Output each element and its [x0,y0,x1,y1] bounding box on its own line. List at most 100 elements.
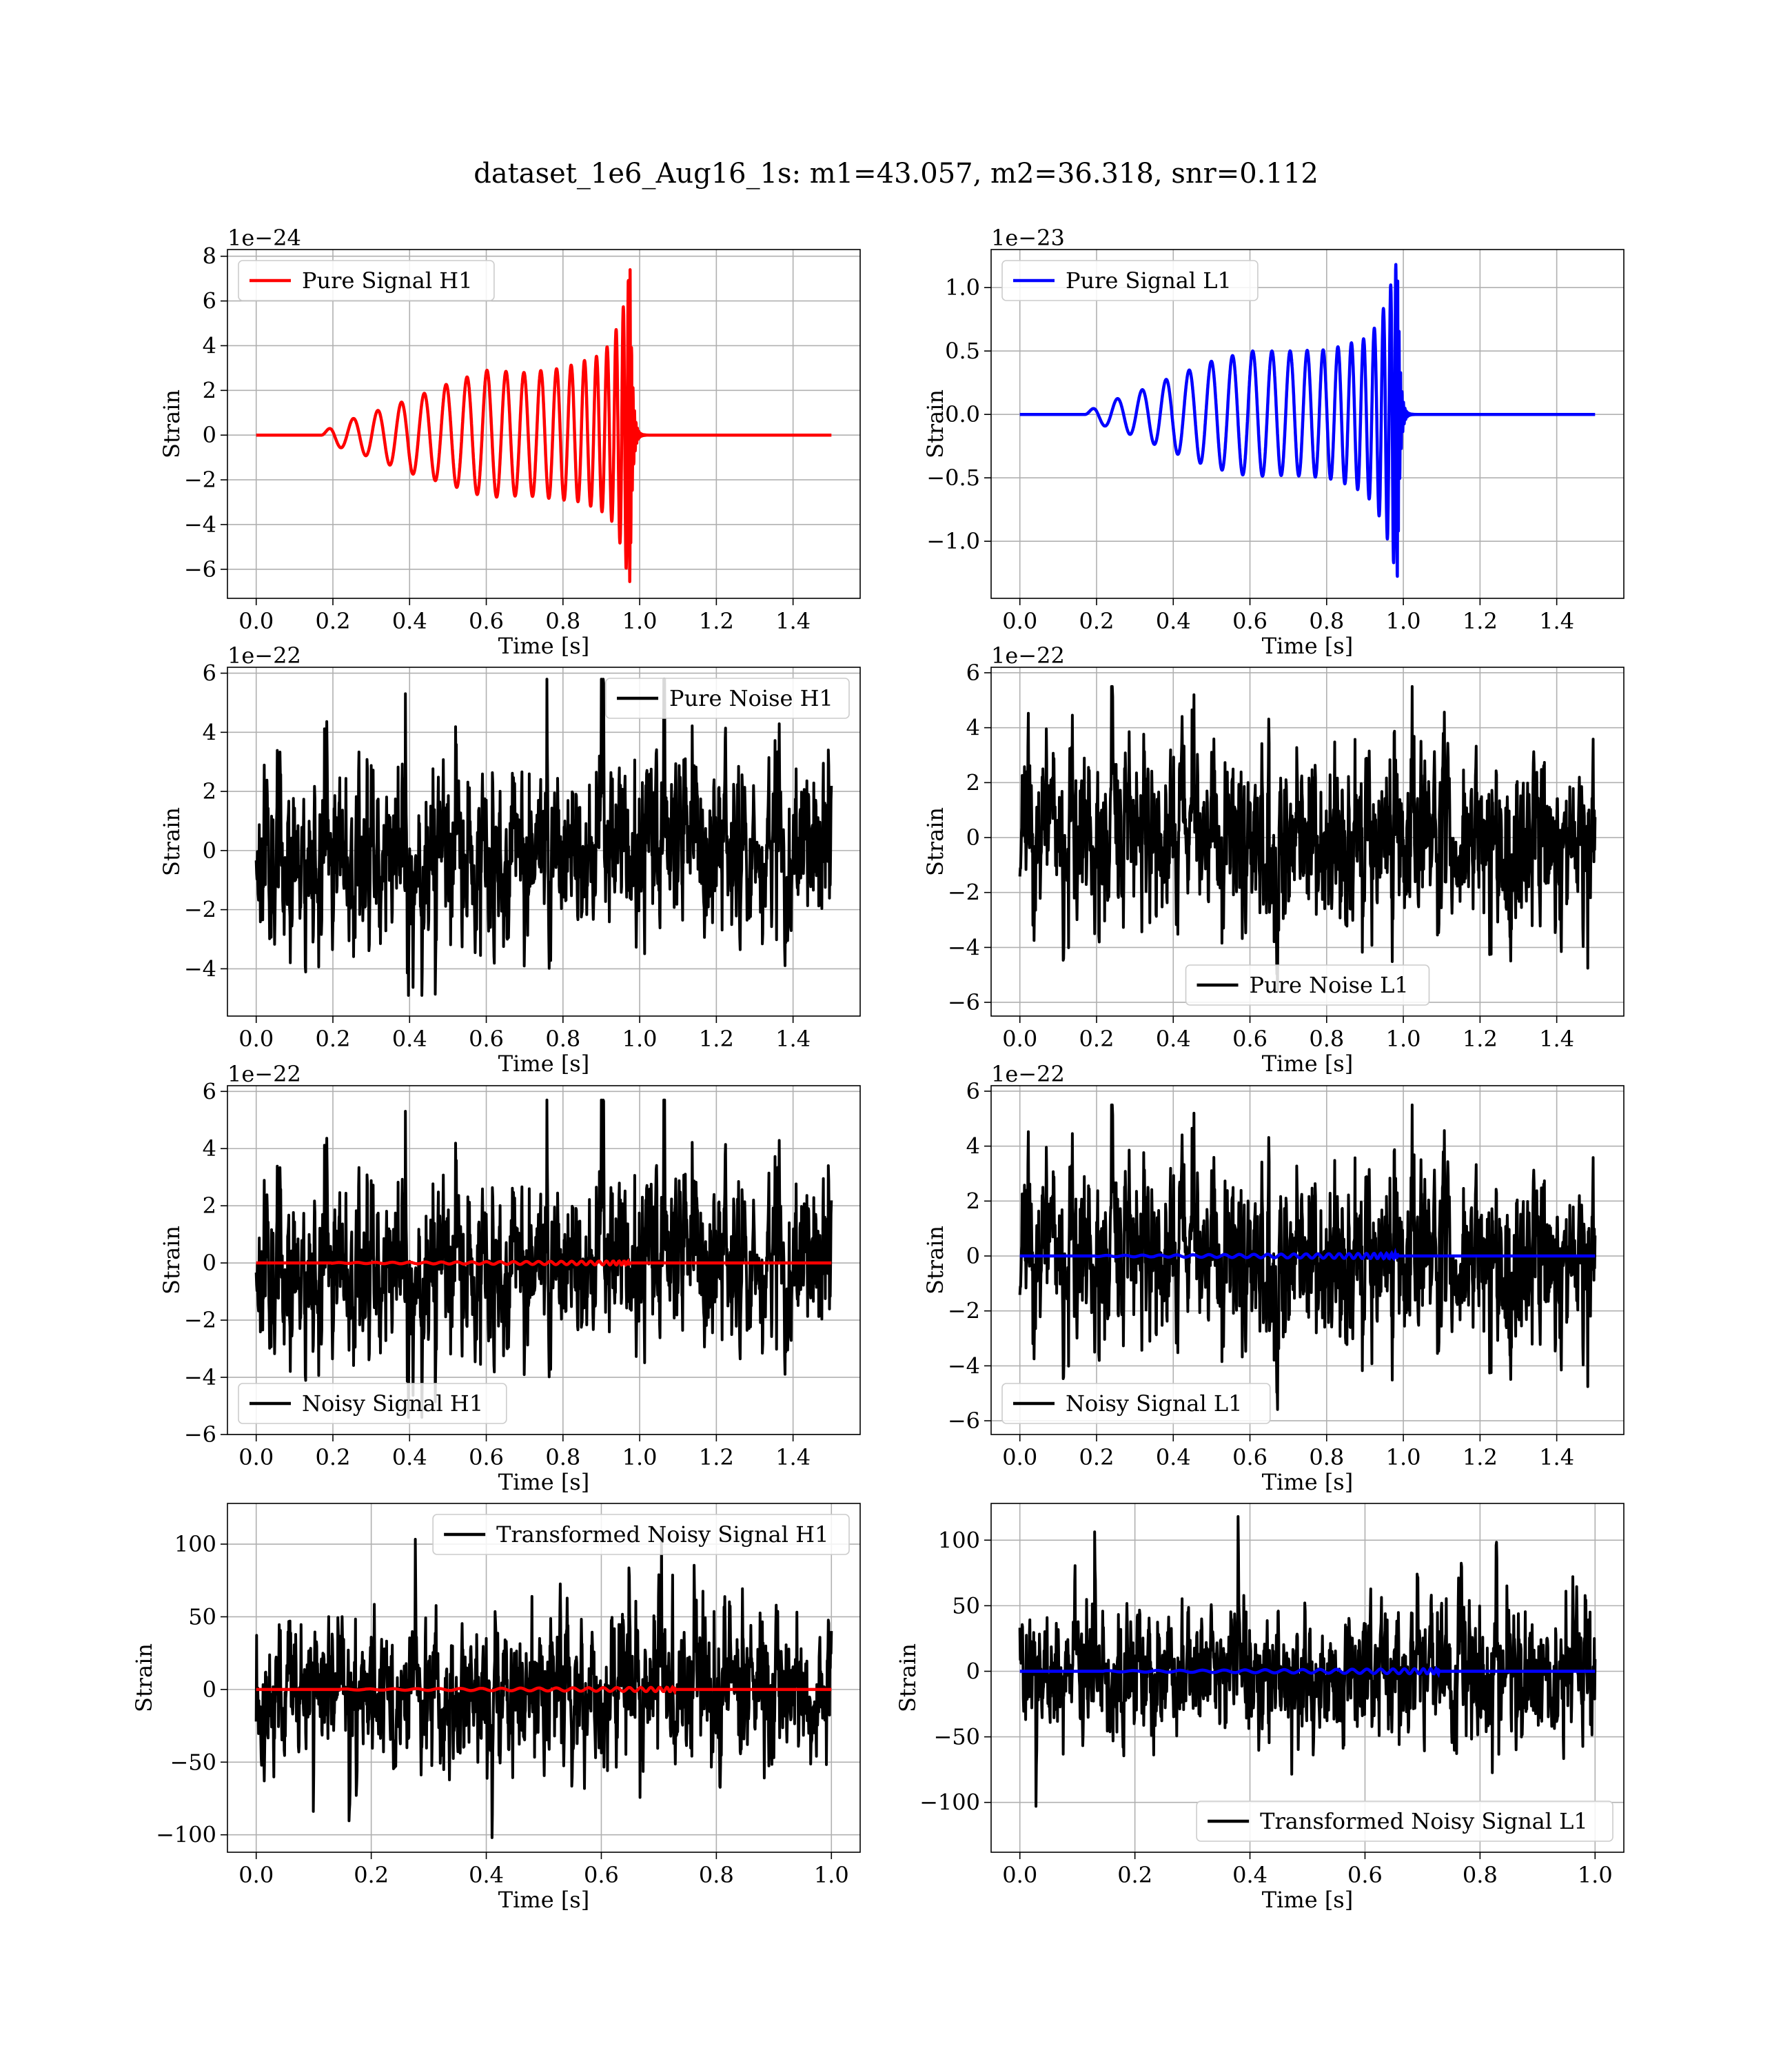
legend-label: Transformed Noisy Signal L1 [1260,1808,1588,1834]
x-tick-label: 0.6 [1232,1026,1267,1052]
x-tick-label: 0.8 [545,608,580,634]
grid [991,250,1624,598]
x-tick-label: 1.2 [1463,608,1498,634]
y-tick-label: 0 [203,1250,216,1276]
x-tick-label: 0.2 [316,608,351,634]
y-tick-label: 0 [203,838,216,864]
y-tick-label: −2 [948,1298,980,1324]
x-tick-label: 0.0 [1002,1026,1037,1052]
y-tick-label: 6 [966,660,980,686]
x-tick-label: 0.8 [1309,1444,1344,1470]
x-tick-label: 0.0 [238,608,274,634]
y-tick-label: −6 [948,989,980,1015]
y-tick-label: −2 [184,897,216,923]
x-tick-label: 1.0 [622,1444,658,1470]
y-tick-label: 50 [952,1592,980,1619]
y-tick-label: 6 [203,288,216,314]
y-tick-label: 6 [203,1078,216,1104]
x-axis-label: Time [s] [1262,633,1353,659]
y-tick-label: −4 [184,511,216,538]
y-axis-label: Strain [131,1643,157,1712]
x-tick-label: 0.6 [469,1444,504,1470]
legend-box [1185,964,1430,1006]
plot-area [990,1085,1625,1435]
subplot-7: 0.0 0.2 0.4 0.6 0.8 1.0 −100 −50 0 50 100 Time [s] S… [131,1503,861,1913]
offset-text: 1e−23 [991,225,1065,251]
x-tick-label: 0.6 [1232,1444,1267,1470]
y-tick-label: 0 [203,1676,216,1703]
y-tick-label: 2 [203,1193,216,1219]
x-tick-label: 1.4 [1539,1444,1574,1470]
y-axis-label: Strain [895,1643,921,1712]
subplot-1: 0.0 0.2 0.4 0.6 0.8 1.0 1.2 1.4 −6 −4 −2 0 2 4 6 8 1e−24… [159,225,861,659]
x-tick-label: 0.8 [699,1862,734,1888]
legend: Pure Signal L1 [1001,260,1259,301]
y-tick-label: −4 [184,955,216,982]
subplot-5: 0.0 0.2 0.4 0.6 0.8 1.0 1.2 1.4 −6 −4 −2 0 2 4 6 1e−22 T… [159,1061,861,1495]
y-tick-label: 2 [966,769,980,795]
x-tick-label: 0.6 [1232,608,1267,634]
legend-box [605,678,850,719]
y-tick-label: 4 [203,719,216,745]
x-tick-label: 0.0 [238,1862,274,1888]
subplot-3: 0.0 0.2 0.4 0.6 0.8 1.0 1.2 1.4 −4 −2 0 2 4 6 1e−22 Tim… [159,642,861,1077]
legend-box [432,1514,850,1555]
x-tick-label: 0.6 [469,608,504,634]
y-axis-label: Strain [922,1226,948,1295]
y-axis-label: Strain [922,389,948,458]
x-tick-label: 1.4 [775,608,811,634]
x-tick-label: 0.4 [392,1026,427,1052]
series-line [1019,1247,1596,1261]
x-tick-label: 1.0 [622,1026,658,1052]
x-tick-label: 0.0 [1002,1444,1037,1470]
legend-label: Pure Noise L1 [1250,972,1409,998]
series-line [1018,1515,1597,1808]
y-axis-label: Strain [159,807,185,876]
x-tick-label: 1.2 [699,608,734,634]
series-line [256,268,833,583]
x-axis-label: Time [s] [1262,1469,1353,1495]
y-tick-label: 0 [203,422,216,448]
legend: Pure Noise H1 [605,678,850,719]
legend-box [238,1383,507,1424]
legend: Transformed Noisy Signal H1 [432,1514,850,1555]
x-tick-label: 0.8 [1463,1862,1498,1888]
offset-text: 1e−22 [991,1061,1065,1087]
x-tick-label: 1.4 [1539,1026,1574,1052]
legend: Noisy Signal H1 [238,1383,507,1424]
plot-area [227,1085,861,1435]
x-axis-label: Time [s] [498,1469,589,1495]
x-tick-label: 1.4 [1539,608,1574,634]
legend: Noisy Signal L1 [1001,1383,1271,1424]
y-tick-label: −6 [184,1421,216,1448]
y-tick-label: −2 [948,880,980,906]
series-line [254,1098,833,1419]
plot-area [227,667,861,1017]
subplot-4: 0.0 0.2 0.4 0.6 0.8 1.0 1.2 1.4 −6 −4 −2 0 2 4 6 1e−22 T… [922,642,1625,1077]
x-tick-label: 0.8 [545,1026,580,1052]
offset-text: 1e−22 [991,642,1065,669]
legend: Transformed Noisy Signal L1 [1196,1801,1613,1842]
series-line [1019,263,1597,578]
x-tick-label: 1.4 [775,1026,811,1052]
x-tick-label: 1.0 [622,608,658,634]
subplot-8: 0.0 0.2 0.4 0.6 0.8 1.0 −100 −50 0 50 100 Time [s] S… [895,1503,1625,1913]
x-tick-label: 1.2 [1463,1444,1498,1470]
y-tick-label: 8 [203,243,216,270]
x-tick-label: 0.2 [316,1444,351,1470]
x-axis-label: Time [s] [498,1051,589,1077]
x-tick-label: 0.4 [392,608,427,634]
x-tick-label: 0.0 [1002,608,1037,634]
y-tick-label: 0.0 [945,401,980,427]
y-tick-label: −4 [948,934,980,960]
x-tick-label: 1.4 [775,1444,811,1470]
x-tick-label: 0.4 [1232,1862,1267,1888]
x-tick-label: 0.4 [392,1444,427,1470]
x-tick-label: 0.2 [354,1862,389,1888]
x-tick-label: 1.0 [814,1862,849,1888]
y-tick-label: −4 [184,1364,216,1390]
x-tick-label: 0.6 [1347,1862,1383,1888]
x-tick-label: 0.0 [238,1444,274,1470]
y-axis-label: Strain [922,807,948,876]
